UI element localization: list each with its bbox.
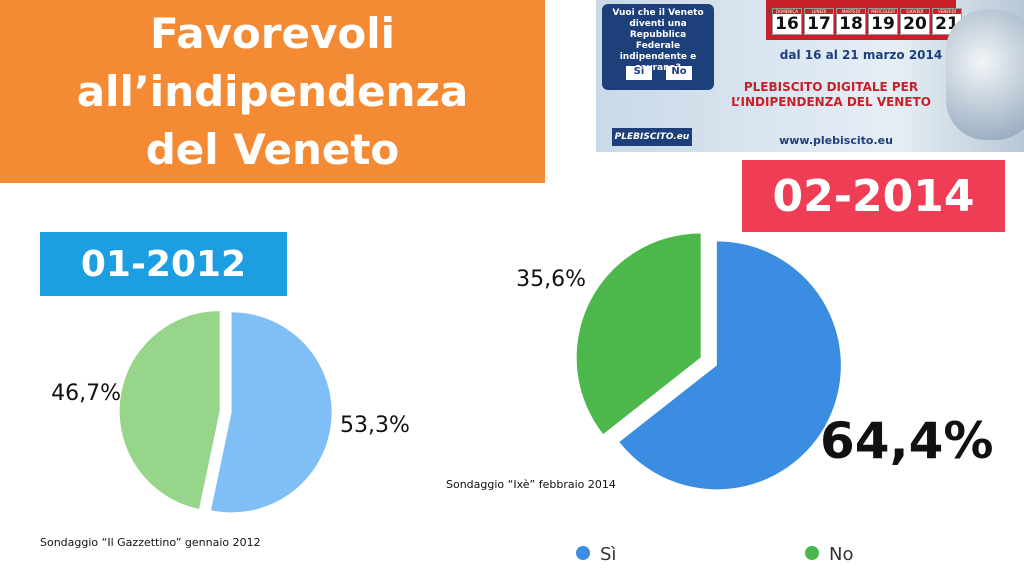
value-label: 46,7% [51,381,121,406]
lion [946,10,1024,140]
day: 16 [775,14,799,34]
day: 17 [807,14,831,34]
banner: Vuoi che il Veneto diventi una Repubblic… [596,0,1024,152]
source-note: Sondaggio “Il Gazzettino” gennaio 2012 [40,536,261,549]
value-label: 53,3% [340,413,410,438]
weekday: MERCOLEDÌ [869,9,897,14]
banner-headline: PLEBISCITO DIGITALE PER L’INDIPENDENZA D… [731,80,931,109]
weekday: MARTEDÌ [837,9,865,14]
banner-dates: dal 16 al 21 marzo 2014 [779,48,943,62]
banner-no: No [666,66,692,80]
legend-label: No [829,544,853,565]
calendar-day: DOMENICA 16 [772,8,802,35]
weekday: VENERDÌ [933,9,961,14]
banner-logo: PLEBISCITO.eu [612,128,692,146]
value-label: 35,6% [516,267,586,292]
chart-title: 02-2014 [742,160,1005,232]
legend-marker [576,546,590,560]
day: 19 [871,14,895,34]
pie-slice [576,233,701,435]
value-label: 64,4% [820,412,993,470]
calendar-day: LUNEDÌ 17 [804,8,834,35]
calendar-day: GIOVEDÌ 20 [900,8,930,35]
legend-marker [805,546,819,560]
pie-slice [210,312,332,513]
pie-slice [119,311,220,509]
legend-label: Sì [600,544,616,565]
pie-slice [619,241,841,490]
calendar-day: MERCOLEDÌ 19 [868,8,898,35]
day: 18 [839,14,863,34]
chart-title: 01-2012 [40,232,287,296]
source-note: Sondaggio “Ixè” febbraio 2014 [446,478,616,491]
screen [602,4,714,90]
banner-url: www.plebiscito.eu [779,134,893,147]
banner-question: Vuoi che il Veneto diventi una Repubblic… [612,8,704,73]
calendar-day: MARTEDÌ 18 [836,8,866,35]
weekday: LUNEDÌ [805,9,833,14]
slide-title: Favorevoli all’indipendenza del Veneto [0,0,545,183]
day: 20 [903,14,927,34]
banner-yes: Sì [626,66,652,80]
weekday: DOMENICA [773,9,801,14]
weekday: GIOVEDÌ [901,9,929,14]
calendar: DOMENICA 16 LUNEDÌ 17 MARTEDÌ 18 MERCOLEDÌ 19 GI… [772,8,962,35]
